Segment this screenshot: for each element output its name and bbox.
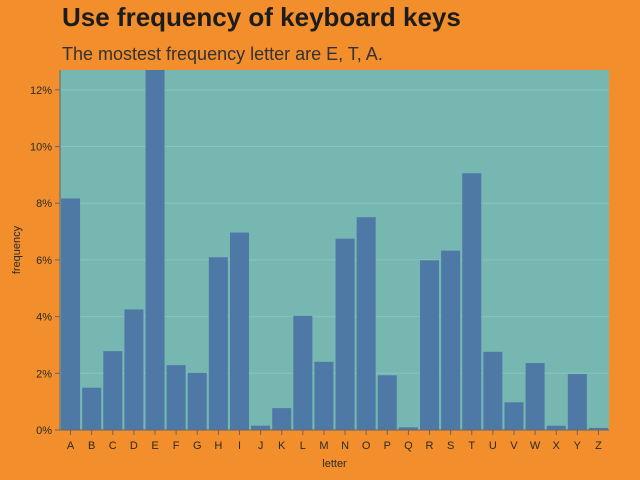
y-tick-label: 0% xyxy=(36,425,52,437)
x-tick-label: N xyxy=(341,440,349,452)
bar-d xyxy=(124,309,144,430)
bar-z xyxy=(588,427,608,430)
bar-v xyxy=(504,402,524,430)
x-tick-label: A xyxy=(67,440,75,452)
x-axis-label: letter xyxy=(322,458,347,470)
x-tick-label: J xyxy=(258,440,264,452)
chart-subtitle: The mostest frequency letter are E, T, A… xyxy=(62,44,383,64)
x-tick-label: I xyxy=(238,440,241,452)
axes: 0% 2% 4% 6% 8% 10% 12% A B C D E F G H I J K L M N O P Q R S T U V W X… xyxy=(30,70,609,452)
x-tick-label: F xyxy=(173,440,180,452)
x-tick-label: Y xyxy=(574,440,582,452)
chart-title: Use frequency of keyboard keys xyxy=(62,2,461,32)
bar-u xyxy=(483,351,503,430)
bar-i xyxy=(229,232,249,430)
bar-n xyxy=(335,238,355,430)
x-tick-label: Z xyxy=(595,440,602,452)
x-tick-label: L xyxy=(300,440,306,452)
bar-f xyxy=(166,365,186,430)
bar-r xyxy=(420,260,440,430)
y-tick-label: 2% xyxy=(36,368,52,380)
bar-g xyxy=(187,372,207,430)
bar-m xyxy=(314,361,334,430)
bar-a xyxy=(61,198,81,430)
x-tick-label: P xyxy=(384,440,391,452)
bars xyxy=(61,70,608,430)
x-tick-label: H xyxy=(214,440,222,452)
x-tick-label: M xyxy=(319,440,328,452)
bar-h xyxy=(208,257,228,430)
x-tick-label: O xyxy=(362,440,371,452)
x-tick-label: X xyxy=(553,440,561,452)
bar-t xyxy=(462,173,482,430)
x-tick-label: G xyxy=(193,440,202,452)
bar-p xyxy=(377,375,397,430)
bar-y xyxy=(567,374,587,430)
x-tick-label: U xyxy=(489,440,497,452)
x-tick-label: S xyxy=(447,440,454,452)
x-tick-label: K xyxy=(278,440,286,452)
y-tick-label: 4% xyxy=(36,312,52,324)
x-tick-label: Q xyxy=(404,440,413,452)
y-tick-label: 12% xyxy=(30,85,52,97)
x-tick-label: V xyxy=(510,440,518,452)
bar-o xyxy=(356,217,376,430)
x-tick-label: D xyxy=(130,440,138,452)
bar-x xyxy=(546,425,566,430)
bar-q xyxy=(398,427,418,430)
y-axis-label: frequency xyxy=(11,225,23,274)
bar-w xyxy=(525,363,545,430)
x-tick-label: C xyxy=(109,440,117,452)
bar-c xyxy=(103,351,123,430)
bar-j xyxy=(251,425,271,430)
y-tick-label: 10% xyxy=(30,142,52,154)
x-tick-label: T xyxy=(468,440,475,452)
y-tick-label: 6% xyxy=(36,255,52,267)
x-tick-label: E xyxy=(151,440,158,452)
bar-b xyxy=(82,387,102,430)
bar-l xyxy=(293,315,313,430)
x-tick-label: W xyxy=(530,440,541,452)
x-tick-label: B xyxy=(88,440,95,452)
bar-e xyxy=(145,70,165,430)
bar-s xyxy=(441,250,461,430)
y-tick-label: 8% xyxy=(36,198,52,210)
bar-k xyxy=(272,408,292,430)
x-tick-label: R xyxy=(426,440,434,452)
